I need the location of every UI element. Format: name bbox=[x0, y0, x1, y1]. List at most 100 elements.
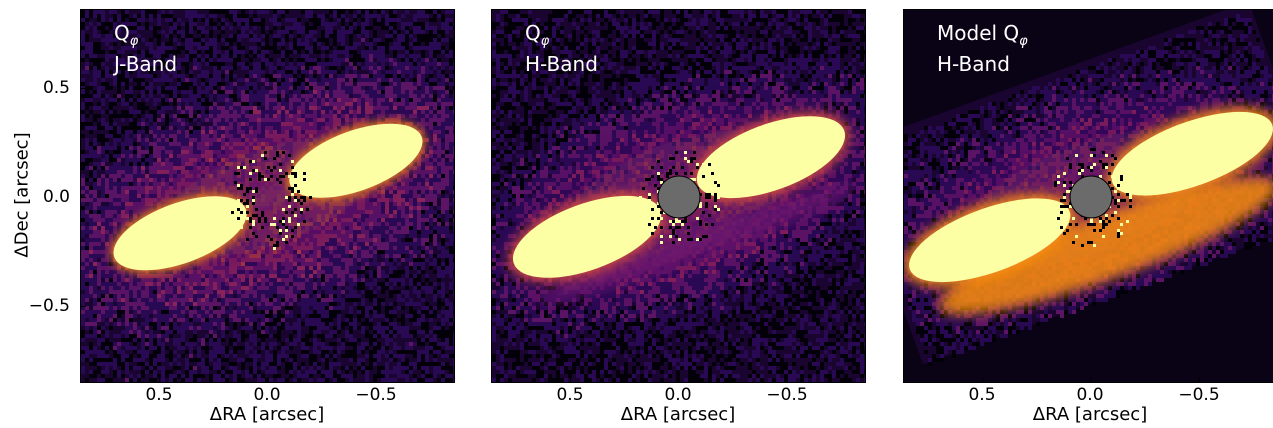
noise-pixel bbox=[185, 102, 189, 106]
noise-pixel bbox=[237, 62, 241, 66]
noise-pixel bbox=[441, 182, 445, 186]
noise-pixel bbox=[141, 162, 145, 166]
noise-pixel bbox=[85, 66, 89, 70]
noise-pixel bbox=[441, 94, 445, 98]
noise-pixel bbox=[125, 66, 129, 70]
noise-pixel bbox=[293, 42, 297, 46]
noise-pixel bbox=[85, 10, 89, 14]
noise-pixel bbox=[449, 38, 453, 42]
noise-pixel bbox=[273, 42, 277, 46]
noise-pixel bbox=[221, 114, 225, 118]
noise-pixel bbox=[197, 106, 201, 110]
noise-pixel bbox=[285, 74, 289, 78]
noise-pixel bbox=[345, 18, 349, 22]
noise-pixel bbox=[185, 62, 189, 66]
noise-pixel bbox=[153, 50, 157, 54]
noise-pixel bbox=[105, 122, 109, 126]
noise-pixel bbox=[161, 98, 165, 102]
noise-pixel bbox=[165, 82, 169, 86]
noise-pixel bbox=[101, 174, 105, 178]
noise-pixel bbox=[245, 90, 249, 94]
noise-pixel bbox=[285, 38, 289, 42]
noise-pixel bbox=[373, 62, 377, 66]
noise-pixel bbox=[437, 94, 441, 98]
noise-pixel bbox=[145, 58, 149, 62]
noise-pixel bbox=[165, 78, 169, 82]
noise-pixel bbox=[377, 54, 381, 58]
noise-pixel bbox=[405, 246, 409, 250]
noise-pixel bbox=[209, 126, 213, 130]
noise-pixel bbox=[137, 130, 141, 134]
noise-pixel bbox=[185, 54, 189, 58]
noise-pixel bbox=[265, 54, 269, 58]
noise-pixel bbox=[93, 90, 97, 94]
noise-pixel bbox=[129, 154, 133, 158]
noise-pixel bbox=[101, 198, 105, 202]
noise-pixel bbox=[93, 114, 97, 118]
noise-pixel bbox=[337, 70, 341, 74]
noise-pixel bbox=[117, 18, 121, 22]
noise-pixel bbox=[265, 42, 269, 46]
noise-pixel bbox=[261, 10, 265, 14]
noise-pixel bbox=[93, 150, 97, 154]
noise-pixel bbox=[121, 82, 125, 86]
noise-pixel bbox=[109, 166, 113, 170]
noise-pixel bbox=[113, 34, 117, 38]
noise-pixel bbox=[89, 66, 93, 70]
noise-pixel bbox=[237, 18, 241, 22]
heatmap-panel-j-band: Qφ J-Band bbox=[80, 9, 455, 383]
noise-pixel bbox=[129, 158, 133, 162]
noise-pixel bbox=[241, 46, 245, 50]
noise-pixel bbox=[405, 70, 409, 74]
noise-pixel bbox=[425, 22, 429, 26]
noise-pixel bbox=[397, 238, 401, 242]
noise-pixel bbox=[133, 134, 137, 138]
noise-pixel bbox=[429, 42, 433, 46]
noise-pixel bbox=[197, 114, 201, 118]
noise-pixel bbox=[261, 98, 265, 102]
noise-pixel bbox=[301, 82, 305, 86]
noise-pixel bbox=[129, 146, 133, 150]
noise-pixel bbox=[329, 86, 333, 90]
noise-pixel bbox=[281, 58, 285, 62]
noise-pixel bbox=[329, 74, 333, 78]
noise-pixel bbox=[453, 90, 454, 94]
noise-pixel bbox=[385, 66, 389, 70]
noise-pixel bbox=[341, 38, 345, 42]
noise-pixel bbox=[109, 10, 113, 14]
noise-pixel bbox=[453, 46, 454, 50]
noise-pixel bbox=[169, 98, 173, 102]
noise-pixel bbox=[169, 50, 173, 54]
noise-pixel bbox=[141, 90, 145, 94]
noise-pixel bbox=[277, 62, 281, 66]
noise-pixel bbox=[225, 66, 229, 70]
noise-pixel bbox=[157, 54, 161, 58]
noise-pixel bbox=[153, 130, 157, 134]
noise-pixel bbox=[129, 122, 133, 126]
noise-pixel bbox=[417, 22, 421, 26]
noise-pixel bbox=[89, 178, 93, 182]
noise-pixel bbox=[93, 70, 97, 74]
noise-pixel bbox=[425, 238, 429, 242]
noise-pixel bbox=[377, 74, 381, 78]
noise-pixel bbox=[161, 142, 165, 146]
noise-pixel bbox=[337, 46, 341, 50]
noise-pixel bbox=[133, 158, 137, 162]
noise-pixel bbox=[173, 98, 177, 102]
noise-pixel bbox=[433, 198, 437, 202]
noise-pixel bbox=[81, 14, 85, 18]
noise-pixel bbox=[365, 82, 369, 86]
noise-pixel bbox=[313, 66, 317, 70]
noise-pixel bbox=[157, 46, 161, 50]
noise-pixel bbox=[445, 10, 449, 14]
noise-pixel bbox=[241, 90, 245, 94]
noise-pixel bbox=[221, 62, 225, 66]
noise-pixel bbox=[381, 246, 385, 250]
noise-pixel bbox=[109, 38, 113, 42]
noise-pixel bbox=[397, 62, 401, 66]
noise-pixel bbox=[97, 86, 101, 90]
noise-pixel bbox=[253, 22, 257, 26]
noise-pixel bbox=[425, 26, 429, 30]
noise-pixel bbox=[333, 66, 337, 70]
noise-pixel bbox=[317, 66, 321, 70]
